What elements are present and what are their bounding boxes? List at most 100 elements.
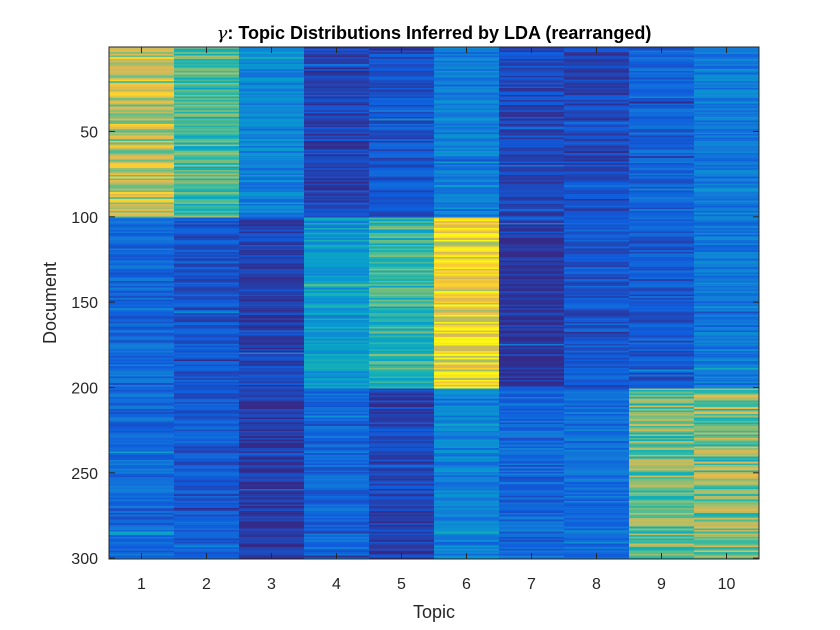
heatmap-cell <box>174 528 240 531</box>
heatmap-cell <box>369 301 435 304</box>
heatmap-cell <box>369 246 435 249</box>
heatmap-cell <box>174 130 240 133</box>
heatmap-cell <box>174 500 240 504</box>
heatmap-cell <box>304 333 370 336</box>
heatmap-cell <box>499 137 565 140</box>
heatmap-cell <box>629 497 695 500</box>
heatmap-cell <box>434 482 500 485</box>
heatmap-cell <box>564 511 630 514</box>
heatmap-cell <box>174 328 240 331</box>
heatmap-cell <box>564 347 630 350</box>
heatmap-cell <box>239 497 305 500</box>
heatmap-cell <box>304 521 370 524</box>
heatmap-cell <box>109 77 175 80</box>
heatmap-cell <box>564 195 630 198</box>
heatmap-cell <box>239 448 305 451</box>
heatmap-cell <box>694 325 760 328</box>
heatmap-cell <box>434 487 500 490</box>
heatmap-cell <box>369 267 435 270</box>
heatmap-cell <box>109 171 175 174</box>
heatmap-cell <box>304 291 370 294</box>
heatmap-cell <box>174 408 240 411</box>
heatmap-cell <box>239 509 305 512</box>
heatmap-cell <box>109 487 175 490</box>
heatmap-cell <box>434 313 500 316</box>
y-tick-label-300: 300 <box>71 551 98 568</box>
heatmap-cell <box>629 200 695 203</box>
heatmap-cell <box>239 335 305 338</box>
heatmap-cell <box>499 280 565 283</box>
heatmap-cell <box>499 57 565 60</box>
heatmap-cell <box>629 55 695 58</box>
heatmap-cell <box>499 451 565 454</box>
heatmap-cell <box>499 446 565 449</box>
heatmap-cell <box>434 212 500 215</box>
heatmap-cell <box>304 156 370 159</box>
heatmap-cell <box>564 490 630 493</box>
heatmap-cell <box>564 533 630 536</box>
heatmap-cell <box>564 410 630 413</box>
heatmap-cell <box>304 134 370 137</box>
heatmap-cell <box>434 142 500 145</box>
heatmap-cell <box>564 343 630 347</box>
heatmap-cell <box>434 125 500 128</box>
heatmap-cell <box>564 448 630 451</box>
heatmap-cell <box>369 164 435 167</box>
heatmap-cell <box>369 142 435 145</box>
heatmap-cell <box>304 330 370 333</box>
heatmap-cell <box>109 52 175 55</box>
heatmap-cell <box>174 258 240 261</box>
heatmap-cell <box>174 521 240 524</box>
heatmap-cell <box>564 536 630 539</box>
heatmap-cell <box>369 311 435 314</box>
heatmap-cell <box>239 241 305 244</box>
heatmap-cell <box>369 425 435 428</box>
heatmap-cell <box>369 151 435 154</box>
heatmap-cell <box>239 195 305 198</box>
heatmap-cell <box>109 454 175 457</box>
heatmap-cell <box>434 53 500 56</box>
heatmap-cell <box>629 361 695 364</box>
heatmap-cell <box>499 379 565 382</box>
heatmap-cell <box>694 545 760 548</box>
heatmap-cell <box>434 122 500 125</box>
heatmap-cell <box>369 362 435 365</box>
heatmap-cell <box>694 86 760 89</box>
heatmap-cell <box>109 465 175 468</box>
heatmap-cell <box>369 439 435 442</box>
heatmap-cell <box>369 86 435 89</box>
heatmap-cell <box>564 354 630 357</box>
heatmap-cell <box>304 335 370 338</box>
heatmap-cell <box>499 157 565 160</box>
heatmap-cell <box>174 246 240 249</box>
heatmap-cell <box>109 176 175 179</box>
heatmap-cell <box>629 243 695 246</box>
heatmap-cell <box>239 518 305 521</box>
heatmap-cell <box>434 485 500 488</box>
heatmap-cell <box>499 509 565 512</box>
heatmap-cell <box>109 330 175 333</box>
heatmap-cell <box>109 424 175 427</box>
heatmap-cell <box>109 113 175 116</box>
heatmap-cell <box>369 391 435 394</box>
heatmap-cell <box>434 444 500 447</box>
heatmap-cell <box>564 280 630 283</box>
heatmap-cell <box>499 244 565 248</box>
heatmap-cell <box>369 432 435 435</box>
heatmap-cell <box>174 342 240 345</box>
heatmap-cell <box>174 323 240 326</box>
heatmap-cell <box>174 364 240 367</box>
heatmap-cell <box>304 509 370 512</box>
heatmap-cell <box>109 379 175 382</box>
heatmap-cell <box>434 262 500 265</box>
heatmap-cell <box>174 219 240 222</box>
heatmap-cell <box>304 471 370 475</box>
heatmap-cell <box>304 268 370 271</box>
heatmap-cell <box>564 244 630 248</box>
heatmap-cell <box>629 359 695 362</box>
heatmap-cell <box>434 521 500 524</box>
heatmap-cell <box>694 81 760 84</box>
heatmap-cell <box>304 463 370 466</box>
heatmap-cell <box>109 301 175 304</box>
heatmap-cell <box>629 362 695 365</box>
